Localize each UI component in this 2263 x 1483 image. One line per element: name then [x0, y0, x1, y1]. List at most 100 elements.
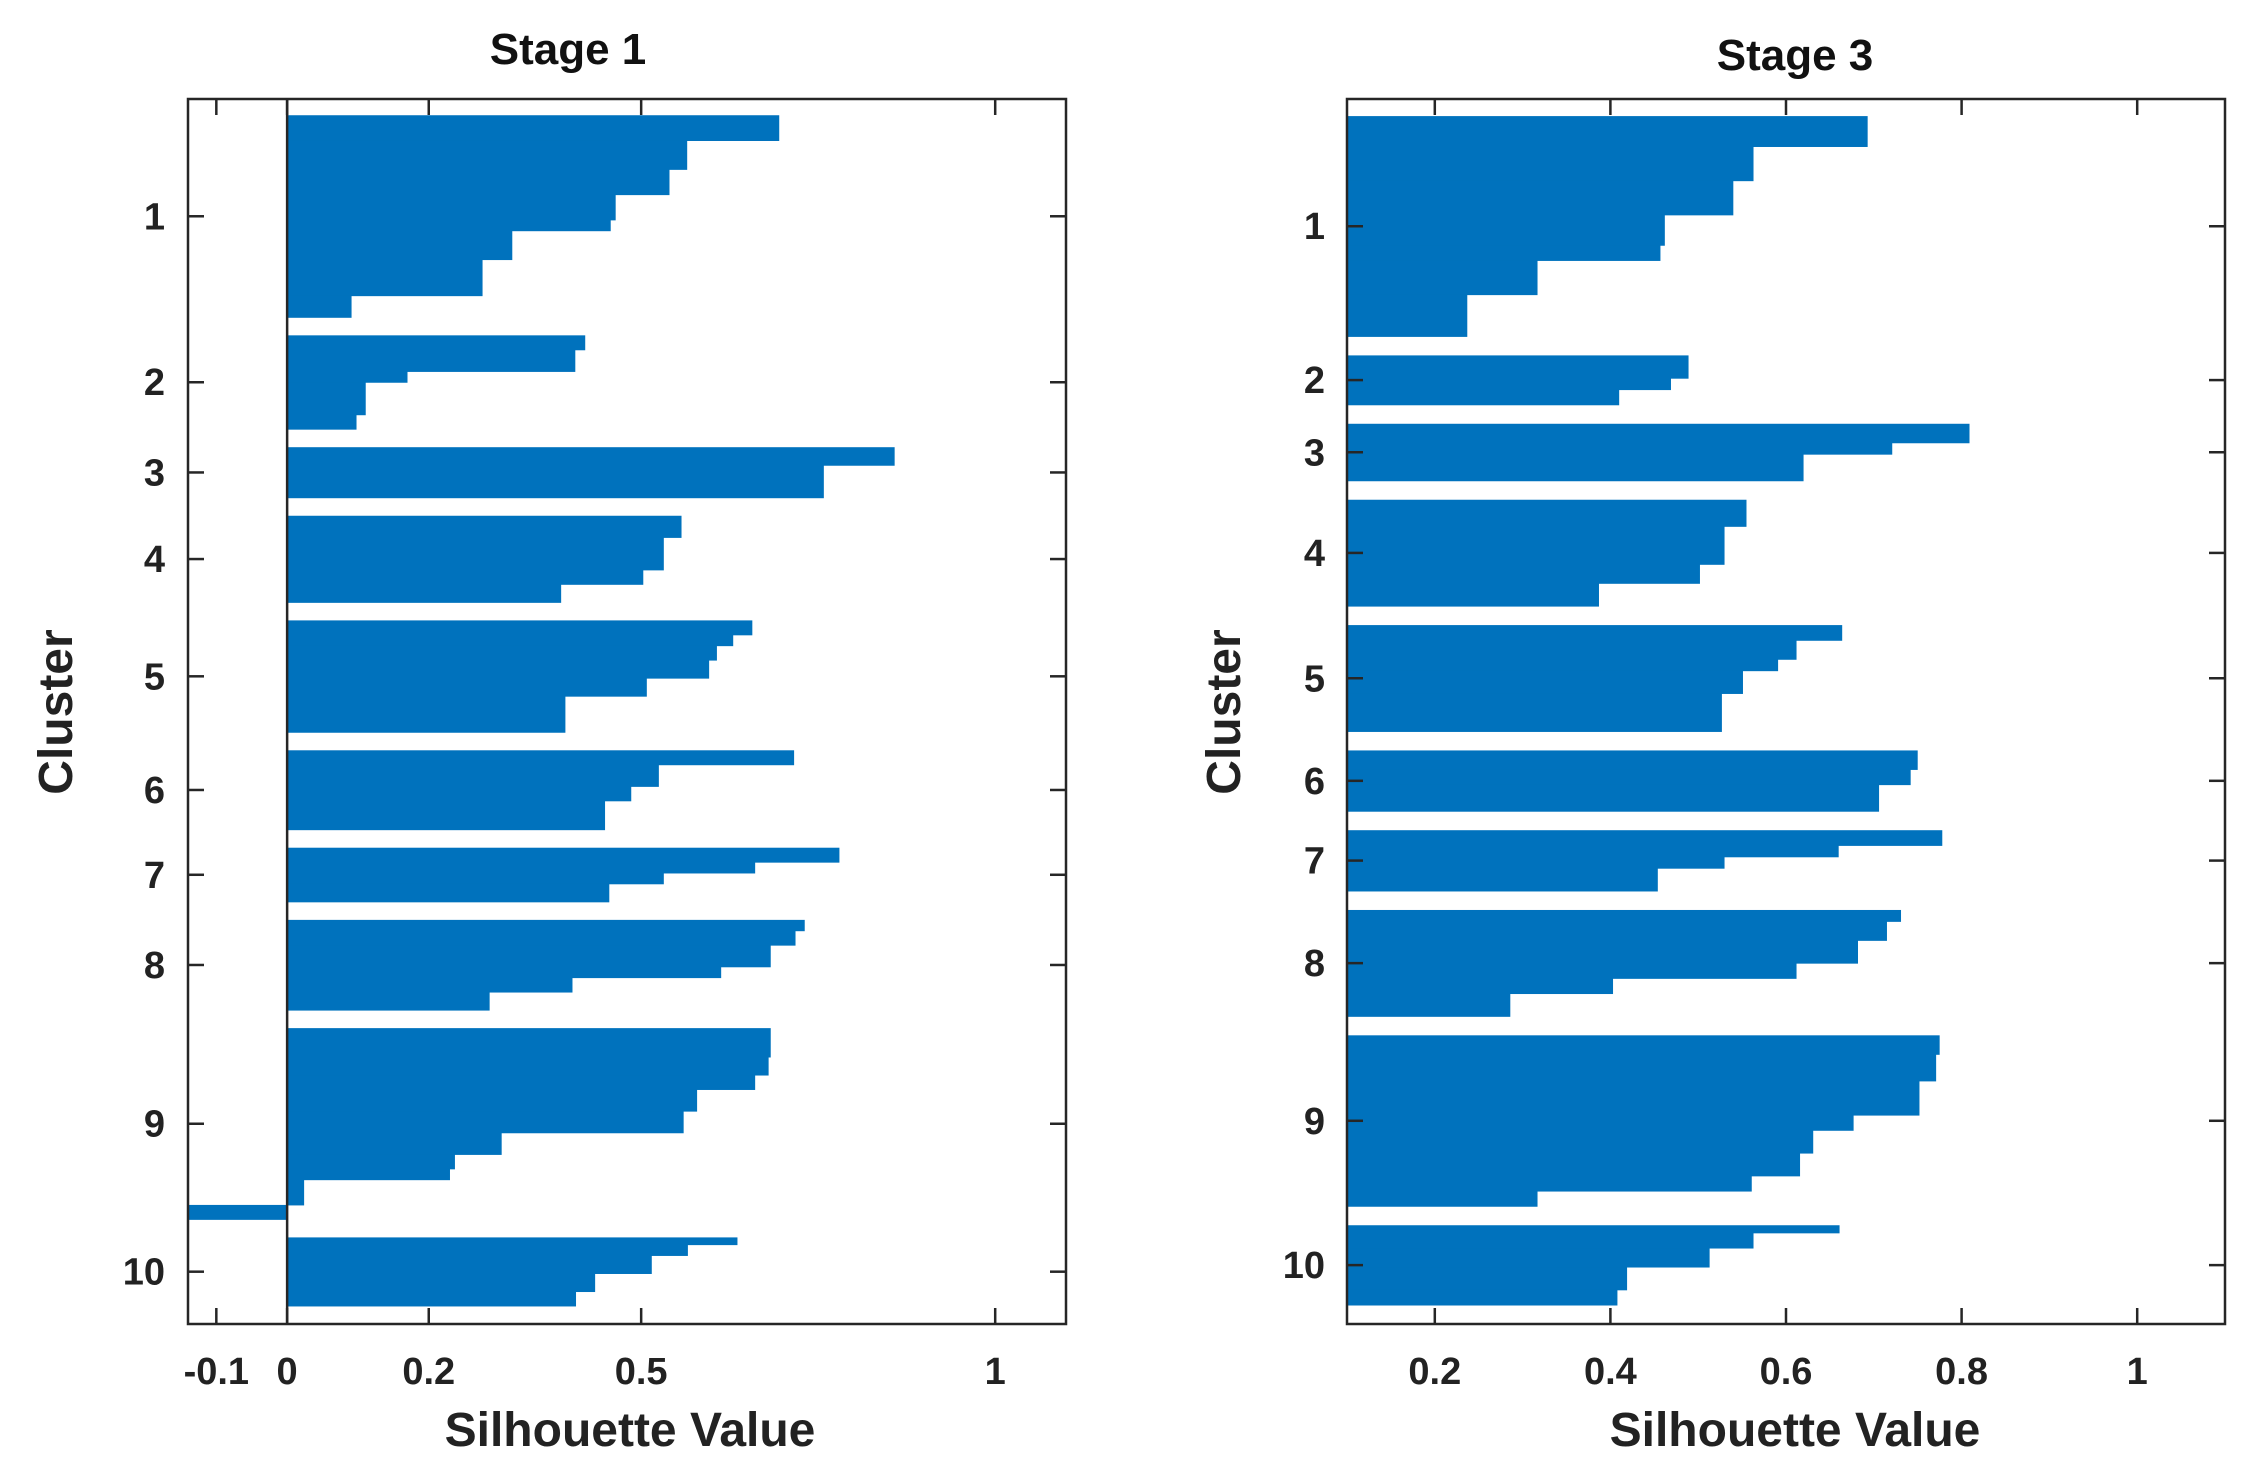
silhouette-bar: [1347, 245, 1661, 261]
silhouette-bar: [1347, 1175, 1752, 1192]
silhouette-bar: [1347, 856, 1725, 869]
silhouette-bar: [287, 1056, 769, 1076]
silhouette-bar: [287, 414, 357, 430]
cluster-2-bars: [1347, 355, 1689, 406]
silhouette-bar: [287, 1154, 455, 1170]
y-tick-label: 6: [1304, 761, 1325, 803]
silhouette-bar: [287, 1255, 652, 1274]
silhouette-bar: [1347, 180, 1734, 216]
y-tick-label: 7: [1304, 841, 1325, 883]
silhouette-bar: [1347, 389, 1620, 406]
silhouette-bar: [287, 1111, 684, 1134]
y-tick-label: 1: [1304, 206, 1325, 248]
y-tick-label: 3: [144, 452, 165, 494]
silhouette-bar: [287, 219, 611, 232]
silhouette-bar: [1347, 1232, 1754, 1249]
cluster-1-bars: [1347, 116, 1868, 337]
silhouette-bar: [287, 194, 616, 221]
silhouette-bar: [1347, 868, 1658, 892]
stage-3-panel: Stage 3 Silhouette Value Cluster 0.2 0.4 0…: [1198, 31, 2227, 1457]
silhouette-bar: [1347, 940, 1858, 964]
silhouette-bar: [287, 800, 606, 831]
silhouette-bar: [287, 872, 664, 885]
silhouette-bar: [287, 382, 366, 416]
silhouette-bar: [287, 696, 566, 733]
silhouette-bar: [1347, 963, 1797, 979]
silhouette-bar: [287, 371, 408, 383]
silhouette-bar: [287, 1089, 698, 1112]
silhouette-bar: [287, 750, 795, 766]
silhouette-bar: [287, 1237, 738, 1246]
silhouette-bar: [1347, 1080, 1920, 1116]
silhouette-bar: [1347, 693, 1722, 732]
x-tick-label: -0.1: [184, 1351, 249, 1393]
silhouette-bar: [1347, 442, 1893, 455]
y-tick-label: 2: [1304, 360, 1325, 402]
silhouette-bar: [1347, 564, 1700, 584]
silhouette-bar: [1347, 1153, 1801, 1177]
silhouette-bar: [287, 1132, 502, 1155]
silhouette-bar: [287, 1179, 305, 1206]
chart-title: Stage 1: [490, 25, 647, 74]
cluster-9-bars: [1347, 1035, 1940, 1207]
x-tick-label: 0.2: [402, 1351, 455, 1393]
silhouette-bar: [1347, 750, 1918, 770]
axes-box: [186, 97, 1068, 1326]
silhouette-bar: [1347, 1130, 1814, 1154]
cluster-6-bars: [1347, 750, 1918, 812]
x-tick-label: 0.8: [1935, 1351, 1988, 1393]
silhouette-bar: [287, 349, 576, 372]
silhouette-bar: [287, 1291, 577, 1307]
y-tick-label: 3: [1304, 432, 1325, 474]
silhouette-bar: [1347, 845, 1839, 858]
cluster-9-bars: [188, 1028, 771, 1220]
silhouette-bar: [1347, 978, 1614, 995]
silhouette-bar: [287, 1273, 596, 1293]
silhouette-bar: [1347, 909, 1902, 922]
bars: [188, 115, 895, 1307]
y-axis-label: Cluster: [30, 629, 83, 794]
silhouette-bar: [188, 1204, 288, 1220]
cluster-1-bars: [287, 115, 780, 318]
silhouette-bar: [287, 515, 682, 538]
cluster-5-bars: [287, 620, 753, 733]
silhouette-bar: [287, 992, 490, 1011]
silhouette-bar: [287, 862, 756, 874]
silhouette-bar: [1347, 355, 1689, 379]
silhouette-bar: [1347, 993, 1511, 1017]
silhouette-bar: [287, 115, 780, 141]
y-tick-label: 10: [123, 1252, 165, 1294]
silhouette-bar: [1347, 784, 1880, 812]
cluster-6-bars: [287, 750, 795, 831]
silhouette-bar: [287, 335, 586, 351]
silhouette-bar: [287, 847, 840, 863]
x-tick-label: 0.5: [615, 1351, 668, 1393]
silhouette-bar: [1347, 1248, 1710, 1268]
x-axis-label: Silhouette Value: [1610, 1404, 1981, 1457]
cluster-8-bars: [287, 919, 805, 1011]
y-tick-label: 8: [1304, 943, 1325, 985]
silhouette-bar: [287, 786, 632, 802]
cluster-4-bars: [1347, 499, 1747, 607]
silhouette-bar: [287, 140, 688, 170]
x-tick-label: 0: [277, 1351, 298, 1393]
silhouette-bar: [1347, 1225, 1840, 1234]
cluster-3-bars: [287, 447, 895, 499]
silhouette-bar: [287, 977, 573, 993]
y-tick-label: 5: [144, 656, 165, 698]
chart-title: Stage 3: [1717, 31, 1874, 80]
silhouette-bar: [287, 584, 562, 603]
silhouette-bar: [1347, 454, 1804, 482]
silhouette-bar: [1347, 423, 1970, 444]
silhouette-bar: [287, 645, 717, 661]
silhouette-bar: [1347, 214, 1665, 246]
silhouette-bar: [287, 764, 659, 787]
silhouette-bar: [287, 230, 513, 261]
x-tick-label: 0.4: [1584, 1351, 1637, 1393]
silhouette-bar: [287, 569, 644, 585]
y-tick-label: 5: [1304, 658, 1325, 700]
cluster-8-bars: [1347, 909, 1902, 1017]
silhouette-bar: [287, 1244, 688, 1256]
y-tick-label: 7: [144, 855, 165, 897]
